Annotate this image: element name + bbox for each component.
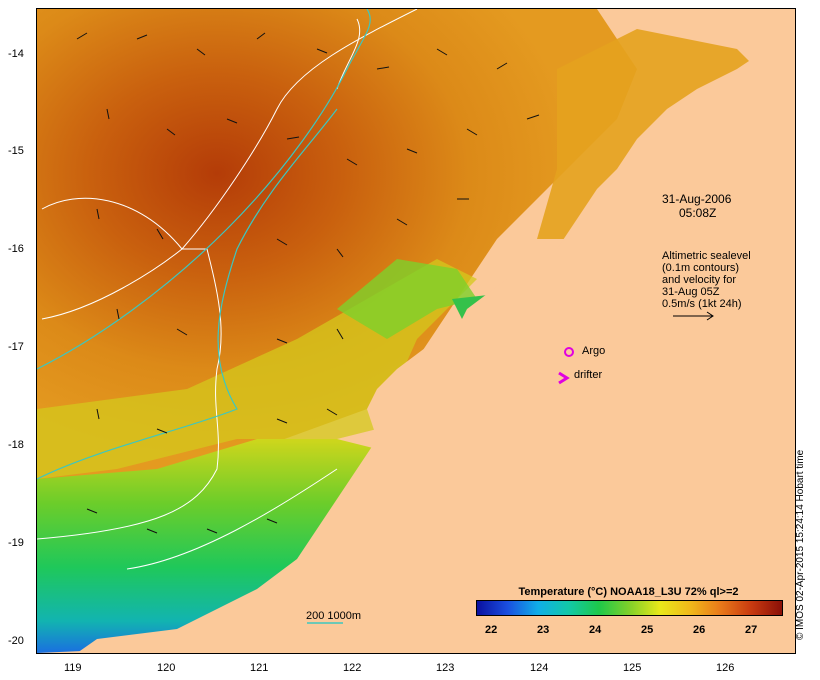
x-tick: 123 (436, 662, 455, 674)
legend-line: 0.5m/s (1kt 24h) (662, 298, 742, 310)
legend-line: Altimetric sealevel (662, 250, 751, 262)
map-canvas (37, 9, 795, 653)
date-label: 31-Aug-2006 (662, 192, 732, 206)
colorbar-tick: 24 (589, 624, 602, 636)
x-tick: 125 (623, 662, 642, 674)
colorbar-tick: 23 (537, 624, 550, 636)
argo-marker-icon (564, 347, 574, 357)
x-tick: 122 (343, 662, 362, 674)
argo-label: Argo (582, 345, 606, 357)
land-mass (77, 29, 795, 653)
colorbar (476, 600, 783, 616)
legend-line: and velocity for (662, 274, 736, 286)
credit-text: © IMOS 02-Apr-2015 15:24:14 Hobart time (795, 449, 806, 640)
y-tick: -16 (8, 243, 24, 255)
x-tick: 119 (64, 662, 82, 674)
time-label: 05:08Z (679, 206, 717, 220)
y-tick: -20 (8, 635, 24, 647)
colorbar-tick: 26 (693, 624, 706, 636)
map-area (36, 8, 796, 654)
sst-green-patch (337, 259, 477, 339)
drifter-label: drifter (574, 369, 603, 381)
x-tick: 121 (250, 662, 269, 674)
x-tick: 120 (157, 662, 176, 674)
x-tick: 124 (530, 662, 549, 674)
y-tick: -19 (8, 537, 24, 549)
depth-contour-label: 200 1000m (306, 610, 362, 622)
sst-warm-region (37, 9, 637, 479)
y-tick: -14 (8, 48, 24, 60)
colorbar-title: Temperature (°C) NOAA18_L3U 72% ql>=2 (518, 586, 739, 598)
y-tick: -18 (8, 439, 24, 451)
depth-contours (37, 9, 371, 480)
colorbar-tick: 25 (641, 624, 654, 636)
colorbar-tick: 27 (745, 624, 758, 636)
sealevel-contours (37, 9, 418, 570)
y-tick: -15 (8, 145, 24, 157)
x-tick: 126 (716, 662, 735, 674)
sst-cool-region (37, 439, 387, 653)
drifter-marker-icon (558, 371, 570, 385)
velocity-vectors (76, 32, 540, 534)
legend-line: (0.1m contours) (662, 262, 740, 274)
colorbar-tick: 22 (485, 624, 498, 636)
y-tick: -17 (8, 341, 24, 353)
legend-line: 31-Aug 05Z (662, 286, 720, 298)
